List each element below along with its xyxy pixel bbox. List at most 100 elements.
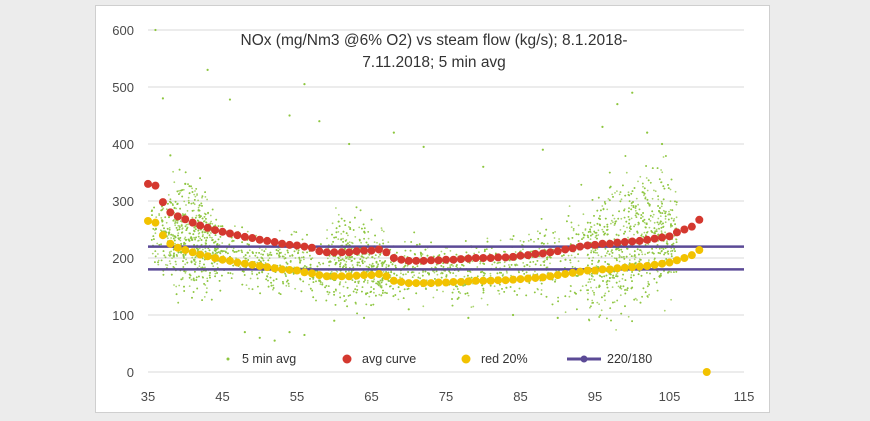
- cloud-point: [518, 271, 520, 274]
- cloud-point: [291, 254, 294, 257]
- cloud-point: [299, 260, 301, 262]
- cloud-point: [568, 295, 571, 298]
- cloud-point: [413, 274, 416, 277]
- cloud-point: [433, 271, 436, 274]
- cloud-point: [606, 225, 609, 228]
- cloud-point: [624, 305, 626, 308]
- cloud-point: [199, 177, 201, 180]
- cloud-point: [211, 251, 214, 254]
- cloud-point: [355, 291, 358, 294]
- cloud-point: [201, 231, 204, 234]
- cloud-point: [421, 253, 424, 256]
- cloud-point: [651, 167, 654, 170]
- cloud-point: [572, 228, 575, 230]
- cloud-point: [636, 299, 638, 301]
- cloud-point: [185, 204, 187, 206]
- cloud-point: [217, 238, 220, 241]
- cloud-point: [390, 261, 392, 264]
- cloud-point: [498, 293, 501, 295]
- cloud-point: [235, 257, 237, 259]
- cloud-point: [640, 251, 643, 253]
- cloud-point: [616, 259, 618, 262]
- cloud-point: [326, 237, 328, 240]
- cloud-point: [172, 266, 175, 268]
- cloud-point: [619, 229, 622, 231]
- cloud-point: [590, 234, 592, 237]
- cloud-point: [625, 171, 628, 174]
- cloud-point: [589, 230, 592, 233]
- cloud-point: [327, 293, 330, 296]
- cloud-point: [622, 273, 624, 276]
- cloud-point: [348, 226, 350, 228]
- cloud-point: [404, 264, 407, 267]
- cloud-point: [362, 223, 365, 226]
- cloud-point: [193, 279, 196, 281]
- cloud-point: [375, 282, 378, 285]
- cloud-point: [658, 178, 661, 181]
- cloud-point: [614, 192, 616, 194]
- cloud-point: [167, 194, 170, 196]
- cloud-point: [612, 274, 615, 277]
- cloud-point: [591, 290, 594, 292]
- cloud-point: [347, 258, 350, 260]
- cloud-point: [601, 228, 604, 231]
- cloud-point: [617, 217, 620, 220]
- cloud-point: [630, 208, 633, 211]
- cloud-point: [468, 270, 471, 273]
- cloud-point: [589, 306, 591, 309]
- cloud-point: [191, 239, 194, 242]
- cloud-point: [165, 208, 168, 211]
- cloud-point: [377, 263, 380, 266]
- cloud-point: [210, 232, 212, 234]
- cloud-point: [628, 259, 631, 261]
- cloud-point: [354, 281, 356, 283]
- cloud-point: [675, 216, 678, 219]
- cloud-point: [662, 222, 664, 225]
- cloud-point: [612, 301, 614, 304]
- cloud-point: [643, 187, 646, 190]
- cloud-point: [597, 266, 599, 268]
- cloud-point: [620, 248, 623, 251]
- cloud-point: [286, 279, 289, 282]
- cloud-point: [258, 252, 260, 254]
- cloud-point: [603, 275, 606, 278]
- cloud-point: [489, 284, 492, 287]
- cloud-point: [293, 230, 296, 233]
- cloud-point: [614, 222, 616, 225]
- cloud-point: [203, 216, 206, 218]
- cloud-point: [619, 191, 622, 194]
- cloud-point: [169, 252, 171, 255]
- cloud-point: [621, 251, 624, 253]
- cloud-point: [325, 299, 328, 302]
- cloud-point: [345, 270, 347, 273]
- cloud-point: [381, 292, 384, 294]
- cloud-point: [216, 263, 219, 265]
- cloud-point: [402, 297, 405, 299]
- cloud-point: [519, 240, 522, 242]
- cloud-point: [451, 298, 453, 300]
- cloud-point: [511, 238, 514, 241]
- cloud-point: [187, 183, 189, 186]
- cloud-point: [193, 199, 196, 201]
- cloud-point: [627, 191, 630, 194]
- cloud-point: [452, 265, 454, 267]
- cloud-point: [600, 255, 603, 258]
- cloud-point: [379, 279, 382, 282]
- cloud-point: [349, 258, 351, 261]
- cloud-point: [201, 217, 204, 220]
- cloud-point: [495, 266, 498, 269]
- cloud-point: [359, 258, 362, 260]
- cloud-point: [201, 299, 203, 301]
- cloud-point: [528, 233, 530, 236]
- cloud-point: [178, 189, 180, 192]
- cloud-point: [288, 285, 290, 287]
- cloud-point: [432, 255, 435, 258]
- cloud-point: [154, 250, 157, 253]
- cloud-point: [552, 232, 555, 234]
- cloud-point: [357, 280, 359, 283]
- cloud-point: [646, 285, 649, 288]
- cloud-point: [160, 217, 163, 219]
- cloud-point: [198, 247, 201, 250]
- cloud-point: [203, 237, 206, 239]
- cloud-point: [591, 299, 594, 302]
